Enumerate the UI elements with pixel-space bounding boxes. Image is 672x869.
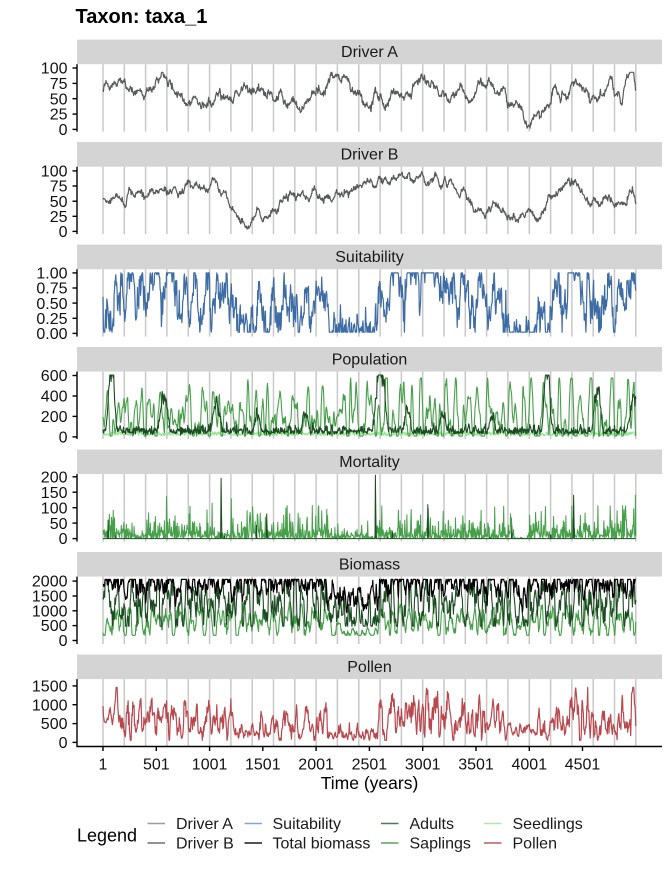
- svg-text:0.00: 0.00: [36, 326, 67, 343]
- svg-text:Driver A: Driver A: [341, 44, 398, 61]
- svg-text:0: 0: [59, 122, 68, 139]
- svg-text:1001: 1001: [192, 756, 228, 773]
- svg-text:200: 200: [41, 469, 68, 486]
- svg-text:25: 25: [50, 107, 68, 124]
- svg-text:1.00: 1.00: [36, 266, 67, 283]
- svg-text:75: 75: [50, 179, 68, 196]
- svg-text:150: 150: [41, 485, 68, 502]
- svg-text:500: 500: [41, 618, 68, 635]
- svg-text:Total biomass: Total biomass: [273, 835, 371, 852]
- svg-text:1000: 1000: [32, 603, 68, 620]
- svg-text:1500: 1500: [32, 589, 68, 606]
- svg-text:100: 100: [41, 500, 68, 517]
- svg-text:4501: 4501: [565, 756, 601, 773]
- svg-text:1: 1: [99, 756, 108, 773]
- svg-text:50: 50: [50, 91, 68, 108]
- svg-text:Biomass: Biomass: [339, 557, 400, 574]
- svg-text:Legend: Legend: [77, 825, 137, 845]
- svg-text:3001: 3001: [405, 756, 441, 773]
- svg-text:0: 0: [59, 531, 68, 548]
- svg-text:2001: 2001: [298, 756, 334, 773]
- svg-text:Saplings: Saplings: [410, 835, 471, 852]
- svg-text:Seedlings: Seedlings: [513, 816, 583, 833]
- svg-text:75: 75: [50, 76, 68, 93]
- svg-text:400: 400: [41, 389, 68, 406]
- svg-text:1000: 1000: [32, 697, 68, 714]
- svg-text:2000: 2000: [32, 574, 68, 591]
- svg-text:4001: 4001: [512, 756, 548, 773]
- svg-text:100: 100: [41, 61, 68, 78]
- svg-text:500: 500: [41, 716, 68, 733]
- svg-text:25: 25: [50, 209, 68, 226]
- svg-text:0: 0: [59, 430, 68, 447]
- svg-text:200: 200: [41, 409, 68, 426]
- svg-text:Driver B: Driver B: [176, 835, 234, 852]
- svg-text:Driver A: Driver A: [176, 816, 233, 833]
- svg-text:Mortality: Mortality: [339, 454, 399, 471]
- svg-text:Population: Population: [332, 352, 408, 369]
- svg-text:Pollen: Pollen: [347, 659, 391, 676]
- svg-text:0: 0: [59, 735, 68, 752]
- svg-text:501: 501: [143, 756, 170, 773]
- svg-text:Pollen: Pollen: [513, 835, 557, 852]
- svg-text:600: 600: [41, 368, 68, 385]
- svg-text:1501: 1501: [245, 756, 281, 773]
- svg-text:Adults: Adults: [410, 816, 454, 833]
- svg-text:2501: 2501: [352, 756, 388, 773]
- svg-text:Taxon: taxa_1: Taxon: taxa_1: [76, 6, 208, 28]
- svg-text:0.25: 0.25: [36, 311, 67, 328]
- svg-text:Time (years): Time (years): [321, 773, 419, 793]
- svg-text:0: 0: [59, 633, 68, 650]
- svg-text:0.50: 0.50: [36, 296, 67, 313]
- svg-text:50: 50: [50, 516, 68, 533]
- svg-text:Suitability: Suitability: [273, 816, 341, 833]
- svg-text:Driver B: Driver B: [341, 147, 399, 164]
- svg-text:Suitability: Suitability: [335, 249, 403, 266]
- svg-text:50: 50: [50, 194, 68, 211]
- svg-text:0: 0: [59, 224, 68, 241]
- svg-text:1500: 1500: [32, 679, 68, 696]
- svg-text:3501: 3501: [458, 756, 494, 773]
- svg-text:100: 100: [41, 164, 68, 181]
- svg-text:0.75: 0.75: [36, 281, 67, 298]
